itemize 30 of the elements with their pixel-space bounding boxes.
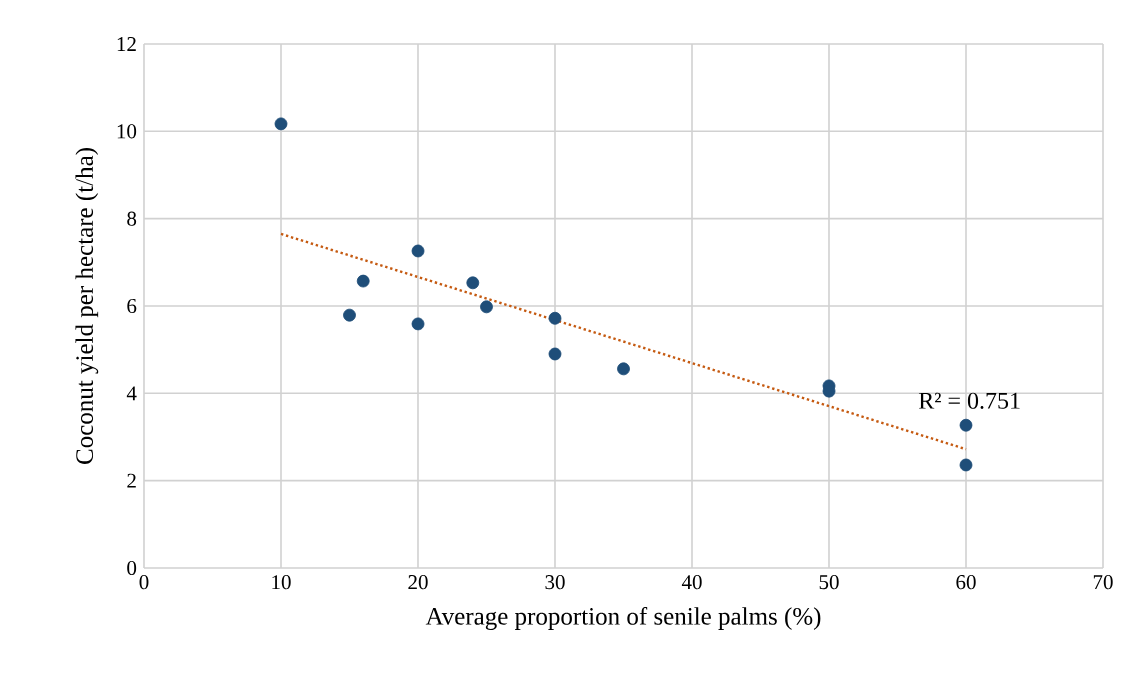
- x-axis-title: Average proportion of senile palms (%): [425, 606, 821, 630]
- y-tick-label: 2: [127, 473, 136, 488]
- point: [959, 458, 973, 472]
- x-tick-label: 60: [956, 575, 976, 590]
- y-tick-label: 6: [127, 298, 137, 314]
- point: [548, 311, 562, 325]
- x-tick-label: 50: [819, 575, 839, 590]
- x-tick-label: 0: [139, 575, 149, 590]
- x-tick-label: 40: [681, 575, 702, 590]
- x-tick-label: 70: [1093, 575, 1113, 590]
- y-tick-label: 12: [117, 37, 136, 51]
- annotation: R² = 0.751: [918, 392, 1020, 409]
- x-tick-label: 30: [545, 575, 565, 590]
- y-tick-label: 0: [127, 560, 137, 576]
- point: [411, 317, 425, 331]
- y-tick-label: 10: [117, 124, 137, 139]
- x-tick-label: 10: [272, 575, 291, 590]
- point: [343, 308, 356, 322]
- point: [480, 300, 493, 314]
- point: [356, 274, 370, 288]
- x-tick-label: 20: [408, 575, 428, 590]
- point: [411, 244, 425, 258]
- point: [617, 362, 630, 376]
- point: [274, 117, 288, 131]
- point: [959, 418, 973, 432]
- y-axis-title: Coconut yield per hectare (t/ha): [75, 148, 99, 464]
- y-tick-label: 8: [127, 211, 137, 226]
- y-tick-label: 4: [126, 386, 137, 401]
- point: [548, 347, 562, 361]
- point: [466, 276, 480, 290]
